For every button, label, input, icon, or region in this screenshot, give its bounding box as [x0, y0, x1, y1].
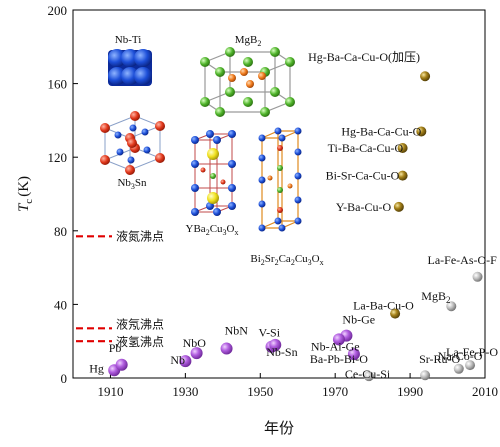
y-tick-label: 160 [48, 77, 68, 92]
bscco-structure-label: Bi2Sr2Ca2Cu3Ox [250, 253, 323, 267]
data-point-iron [453, 363, 464, 374]
data-point-metal [220, 342, 233, 355]
data-point-label: Hg-Ba-Ca-Cu-O(加压) [308, 50, 420, 64]
svg-text:Tc(K): Tc (K) [16, 176, 35, 212]
reference-line-label: 液氢沸点 [116, 334, 164, 349]
data-point-cuprate [397, 143, 408, 153]
data-point-labels: Hg Pb Nb NbO NbN V-Si Nb-Sn Nb-Ge Nb-Ai-GeBa-Pb-… [89, 50, 498, 381]
data-point-label: MgB2 [421, 289, 450, 305]
data-point-label: Y-Ba-Cu-O [336, 200, 392, 214]
y-axis-title-main: T [16, 202, 32, 212]
mgb2-atoms [200, 47, 295, 117]
data-point-metal [269, 338, 282, 351]
ybco-atoms [191, 130, 236, 216]
ybco-structure-label: YBa2Cu3Ox [186, 223, 239, 237]
data-point-metal [347, 348, 360, 361]
data-point-label: Nb-Sn [266, 345, 297, 359]
y-tick-label: 0 [61, 371, 68, 386]
x-tick-label: 1910 [97, 384, 123, 399]
y-axis-title-sub: c [23, 199, 35, 204]
data-point-cuprate [420, 71, 431, 82]
data-point-iron [420, 370, 431, 381]
nbti-structure-illustration [108, 49, 152, 86]
data-point-cuprate [397, 170, 408, 181]
data-point-label: La-Fe-As-O-F [428, 253, 498, 267]
x-tick-label: 1970 [322, 384, 348, 399]
data-point-iron [363, 371, 374, 382]
data-point-cuprate [393, 201, 404, 212]
data-point-label: NbO [183, 336, 207, 350]
data-point-iron [465, 360, 476, 371]
y-tick-label: 200 [48, 3, 68, 18]
data-point-label: Bi-Sr-Ca-Cu-O [326, 169, 400, 183]
data-points [108, 71, 483, 382]
plot-frame [72, 9, 486, 379]
bscco-atoms [258, 127, 302, 232]
data-point-label: La-Ba-Cu-O [353, 299, 414, 313]
data-point-cuprate [416, 126, 427, 137]
data-point-label: V-Si [259, 326, 281, 340]
nbti-structure-label: Nb-Ti [115, 34, 142, 46]
data-point-label: Nb-Ge [342, 313, 375, 327]
data-point-label: Ba-Pb-Bi-O [310, 352, 368, 366]
data-point-label: Sr-Ru-O [419, 352, 460, 366]
data-point-label: Ti-Ba-Ca-Cu-O [328, 141, 404, 155]
data-point-label: Na-Co-O [438, 349, 483, 363]
x-axis-ticks: 1910 1930 1950 1970 1990 2010 [97, 373, 498, 399]
data-point-label: Nb [170, 353, 185, 367]
x-tick-label: 1930 [172, 384, 198, 399]
y-axis-title-unit: (K) [16, 176, 32, 197]
data-point-label: Hg [89, 361, 104, 375]
y-axis-title: Tc (K) [16, 176, 35, 212]
data-point-label: Ce-Cu-Si [345, 367, 391, 381]
data-point-metal [332, 333, 345, 346]
x-tick-label: 1990 [397, 384, 423, 399]
reference-line-label: 液氮沸点 [116, 228, 164, 243]
x-tick-label: 1950 [247, 384, 273, 399]
data-point-iron [446, 301, 457, 312]
reference-line-label: 液氖沸点 [116, 316, 164, 331]
data-point-label: Hg-Ba-Ca-Cu-O [341, 124, 421, 138]
nb3sn-atoms [100, 111, 165, 175]
y-tick-label: 80 [54, 224, 67, 239]
data-point-label: Pb [109, 341, 122, 355]
data-point-label: La-Fe-P-O [446, 345, 498, 359]
x-axis-title: 年份 [264, 420, 294, 437]
y-axis-ticks: 0 40 80 120 160 200 [48, 3, 78, 386]
data-point-metal [190, 347, 203, 360]
x-tick-label: 2010 [472, 384, 498, 399]
data-point-cuprate [390, 308, 401, 319]
mgb2-structure-label: MgB2 [235, 34, 262, 48]
data-point-iron [472, 271, 483, 282]
data-point-metal [115, 358, 128, 371]
data-point-metal [179, 355, 192, 368]
data-point-label: Nb-Ai-Ge [311, 339, 360, 353]
data-point-label: NbN [225, 324, 249, 338]
y-tick-label: 120 [48, 150, 68, 165]
nb3sn-structure-label: Nb3Sn [117, 177, 147, 191]
y-tick-label: 40 [54, 297, 67, 312]
